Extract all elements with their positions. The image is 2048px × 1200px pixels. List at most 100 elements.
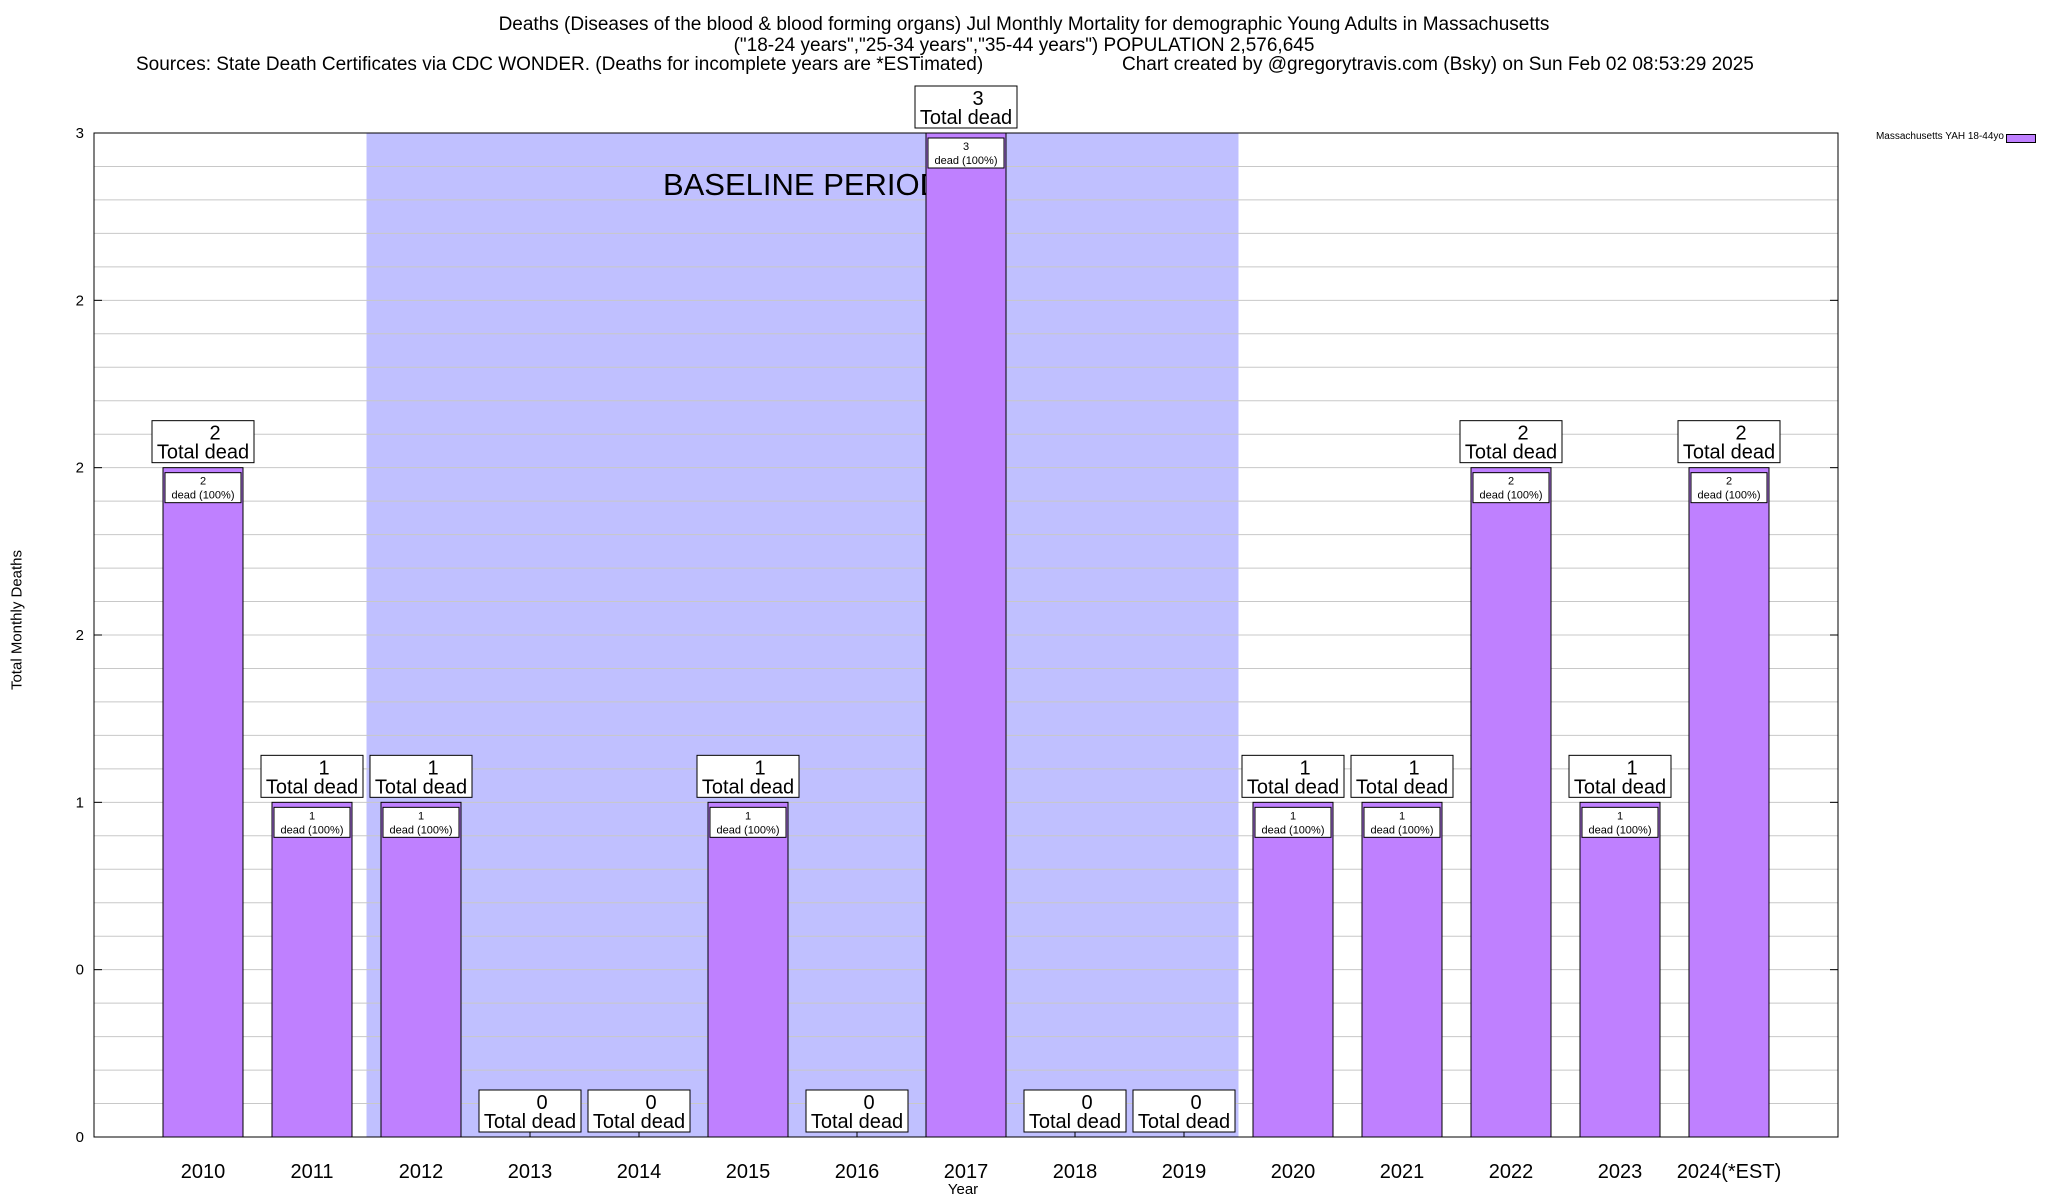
total-count: 2: [1517, 423, 1528, 445]
bar-inner-label-box: [709, 806, 787, 838]
bar: [925, 132, 1007, 1138]
total-label-box: [1241, 754, 1345, 798]
x-tick-label: 2019: [1162, 1161, 1207, 1183]
total-count: 0: [645, 1092, 656, 1114]
bar-inner-count: 2: [200, 476, 206, 488]
total-label-box: [1568, 754, 1672, 798]
title-line-1: Deaths (Diseases of the blood & blood fo…: [498, 14, 1550, 35]
bar-inner-percent: dead (100%): [390, 824, 453, 836]
bar: [1470, 467, 1552, 1138]
bar: [380, 801, 462, 1138]
total-label-text: Total dead: [1138, 1111, 1230, 1133]
bar-inner-count: 3: [963, 141, 969, 153]
total-label-box: [1132, 1089, 1236, 1133]
total-count: 3: [972, 88, 983, 110]
bar-inner-count: 1: [418, 810, 424, 822]
total-label-box: [914, 85, 1018, 129]
y-tick-label: 2: [76, 460, 84, 477]
total-count: 0: [1081, 1092, 1092, 1114]
total-label-text: Total dead: [1247, 776, 1339, 798]
bar-inner-label-box: [1254, 806, 1332, 838]
total-label-text: Total dead: [1465, 442, 1557, 464]
total-count: 0: [863, 1092, 874, 1114]
bar-inner-count: 2: [1726, 476, 1732, 488]
title-line-2: ("18-24 years","25-34 years","35-44 year…: [733, 35, 1315, 56]
x-tick-label: 2012: [399, 1161, 444, 1183]
bar-inner-percent: dead (100%): [1371, 824, 1434, 836]
total-label-box: [260, 754, 364, 798]
bar-inner-percent: dead (100%): [1698, 490, 1761, 502]
total-label-box: [1023, 1089, 1127, 1133]
y-tick-label: 0: [76, 1129, 84, 1146]
baseline-period-label: BASELINE PERIOD: [663, 167, 942, 202]
x-tick-label: 2010: [181, 1161, 226, 1183]
total-label-box: [1677, 420, 1781, 464]
total-count: 0: [536, 1092, 547, 1114]
bar: [1579, 801, 1661, 1138]
bar-inner-percent: dead (100%): [1589, 824, 1652, 836]
bar-inner-percent: dead (100%): [1480, 490, 1543, 502]
x-tick-label: 2014: [617, 1161, 662, 1183]
bar-inner-count: 1: [1617, 810, 1623, 822]
sources-text: Sources: State Death Certificates via CD…: [136, 54, 984, 75]
bar-inner-label-box: [1581, 806, 1659, 838]
y-tick-label: 2: [76, 627, 84, 644]
bar-inner-label-box: [164, 472, 242, 504]
bar-inner-percent: dead (100%): [717, 824, 780, 836]
total-label-text: Total dead: [484, 1111, 576, 1133]
bar-inner-count: 1: [1290, 810, 1296, 822]
total-count: 1: [427, 757, 438, 779]
x-tick-label: 2011: [290, 1161, 333, 1183]
total-label-text: Total dead: [1356, 776, 1448, 798]
total-count: 1: [1299, 757, 1310, 779]
total-label-box: [369, 754, 473, 798]
total-label-box: [478, 1089, 582, 1133]
total-label-box: [696, 754, 800, 798]
x-tick-label: 2017: [944, 1161, 989, 1183]
x-tick-label: 2022: [1489, 1161, 1534, 1183]
bar-inner-percent: dead (100%): [935, 155, 998, 167]
total-label-box: [587, 1089, 691, 1133]
bar: [271, 801, 353, 1138]
x-axis-label: Year: [947, 1181, 979, 1198]
bar: [1688, 467, 1770, 1138]
total-count: 1: [1408, 757, 1419, 779]
bar: [162, 467, 244, 1138]
bar-inner-count: 2: [1508, 476, 1514, 488]
x-tick-label: 2021: [1380, 1161, 1425, 1183]
bar-inner-percent: dead (100%): [1262, 824, 1325, 836]
total-label-box: [805, 1089, 909, 1133]
total-label-box: [1350, 754, 1454, 798]
total-label-text: Total dead: [593, 1111, 685, 1133]
bar-inner-label-box: [273, 806, 351, 838]
bar: [707, 801, 789, 1138]
bar-inner-label-box: [1363, 806, 1441, 838]
total-count: 1: [318, 757, 329, 779]
total-label-text: Total dead: [811, 1111, 903, 1133]
chart-title: Deaths (Diseases of the blood & blood fo…: [0, 14, 2048, 56]
legend-swatch: [2006, 134, 2036, 143]
legend-label: Massachusetts YAH 18-44yo: [1875, 131, 2004, 142]
x-tick-label: 2015: [726, 1161, 771, 1183]
total-count: 1: [1626, 757, 1637, 779]
bar-inner-label-box: [1472, 472, 1550, 504]
y-tick-label: 0: [76, 962, 84, 979]
y-tick-label: 2: [76, 292, 84, 309]
total-label-text: Total dead: [1574, 776, 1666, 798]
bar: [1361, 801, 1443, 1138]
x-tick-label: 2018: [1053, 1161, 1098, 1183]
total-count: 2: [209, 423, 220, 445]
bar-inner-label-box: [382, 806, 460, 838]
total-label-box: [151, 420, 255, 464]
total-count: 1: [754, 757, 765, 779]
bar-inner-percent: dead (100%): [281, 824, 344, 836]
total-label-text: Total dead: [375, 776, 467, 798]
y-tick-label: 1: [76, 794, 84, 811]
bar: [1252, 801, 1334, 1138]
total-label-text: Total dead: [157, 442, 249, 464]
total-label-text: Total dead: [1683, 442, 1775, 464]
credit-text: Chart created by @gregorytravis.com (Bsk…: [1122, 54, 1754, 75]
x-tick-label: 2023: [1598, 1161, 1643, 1183]
x-tick-label: 2013: [508, 1161, 553, 1183]
